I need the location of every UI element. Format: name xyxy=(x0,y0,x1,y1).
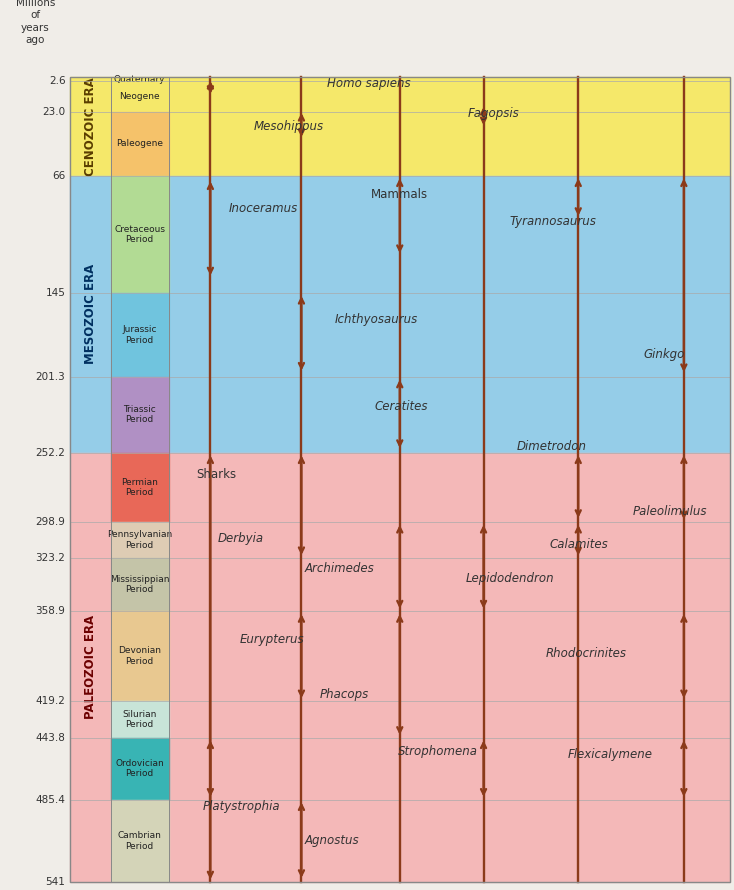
Text: Pennsylvanian
Period: Pennsylvanian Period xyxy=(107,530,172,550)
Bar xyxy=(70,453,111,882)
Text: Cretaceous
Period: Cretaceous Period xyxy=(115,224,165,244)
Text: Ginkgo: Ginkgo xyxy=(644,348,685,360)
Text: 252.2: 252.2 xyxy=(35,448,65,457)
Text: 443.8: 443.8 xyxy=(35,732,65,742)
Text: Jurassic
Period: Jurassic Period xyxy=(123,325,157,344)
Text: Mesohippus: Mesohippus xyxy=(254,120,324,133)
Text: Calamites: Calamites xyxy=(549,538,608,551)
Text: Paleogene: Paleogene xyxy=(116,139,163,148)
Text: Ordovician
Period: Ordovician Period xyxy=(115,759,164,778)
Text: Eurypterus: Eurypterus xyxy=(239,633,304,646)
Bar xyxy=(169,453,730,882)
Text: 2.6: 2.6 xyxy=(48,77,65,86)
Bar xyxy=(111,376,169,453)
Text: PALEOZOIC ERA: PALEOZOIC ERA xyxy=(84,615,97,719)
Text: Tyrannosaurus: Tyrannosaurus xyxy=(509,215,596,228)
Text: 201.3: 201.3 xyxy=(36,372,65,382)
Text: Mississippian
Period: Mississippian Period xyxy=(110,575,170,595)
Text: Strophomena: Strophomena xyxy=(399,745,479,757)
Bar xyxy=(111,522,169,558)
Text: Millions
of
years
ago: Millions of years ago xyxy=(16,0,55,45)
Bar xyxy=(111,453,169,522)
Text: Dimetrodon: Dimetrodon xyxy=(516,440,586,453)
Text: 323.2: 323.2 xyxy=(35,554,65,563)
Text: Ceratites: Ceratites xyxy=(374,400,428,413)
Text: 298.9: 298.9 xyxy=(35,517,65,527)
Text: Inoceramus: Inoceramus xyxy=(228,202,298,214)
Text: 485.4: 485.4 xyxy=(35,795,65,805)
Text: Sharks: Sharks xyxy=(196,468,236,481)
Bar xyxy=(111,293,169,376)
Text: MESOZOIC ERA: MESOZOIC ERA xyxy=(84,264,97,364)
Text: Mammals: Mammals xyxy=(371,189,428,201)
Text: 419.2: 419.2 xyxy=(35,696,65,706)
Bar xyxy=(169,175,730,453)
Text: Devonian
Period: Devonian Period xyxy=(118,646,161,666)
Text: Permian
Period: Permian Period xyxy=(121,478,158,497)
Bar xyxy=(111,77,169,81)
Bar xyxy=(111,558,169,611)
Text: Platystrophia: Platystrophia xyxy=(203,800,280,813)
Text: Neogene: Neogene xyxy=(120,92,160,101)
Text: 66: 66 xyxy=(52,171,65,181)
Text: Quaternary: Quaternary xyxy=(114,75,165,84)
Text: Rhodocrinites: Rhodocrinites xyxy=(545,647,626,659)
Text: Homo sapiens: Homo sapiens xyxy=(327,77,410,90)
Text: 541: 541 xyxy=(46,878,65,887)
Bar xyxy=(111,81,169,111)
Text: 358.9: 358.9 xyxy=(35,606,65,616)
Bar xyxy=(111,738,169,799)
Text: Phacops: Phacops xyxy=(319,688,369,701)
Text: Fagopsis: Fagopsis xyxy=(468,107,519,119)
Text: Archimedes: Archimedes xyxy=(305,562,375,575)
Text: CENOZOIC ERA: CENOZOIC ERA xyxy=(84,77,97,176)
Text: Paleolimulus: Paleolimulus xyxy=(633,506,708,518)
Text: 23.0: 23.0 xyxy=(43,107,65,117)
Text: Flexicalymene: Flexicalymene xyxy=(567,748,653,761)
Text: Triassic
Period: Triassic Period xyxy=(123,405,156,425)
Text: Ichthyosaurus: Ichthyosaurus xyxy=(334,313,418,327)
Bar xyxy=(111,701,169,738)
Bar xyxy=(111,799,169,882)
Text: Silurian
Period: Silurian Period xyxy=(123,709,157,729)
Bar xyxy=(111,111,169,175)
Bar xyxy=(111,611,169,701)
Text: Derbyia: Derbyia xyxy=(218,532,264,545)
Bar xyxy=(169,77,730,175)
Bar xyxy=(70,175,111,453)
Bar xyxy=(70,77,111,175)
Text: Lepidodendron: Lepidodendron xyxy=(465,572,554,586)
Text: Agnostus: Agnostus xyxy=(305,834,360,847)
Text: Cambrian
Period: Cambrian Period xyxy=(117,831,161,851)
Bar xyxy=(111,175,169,293)
Text: 145: 145 xyxy=(46,288,65,298)
